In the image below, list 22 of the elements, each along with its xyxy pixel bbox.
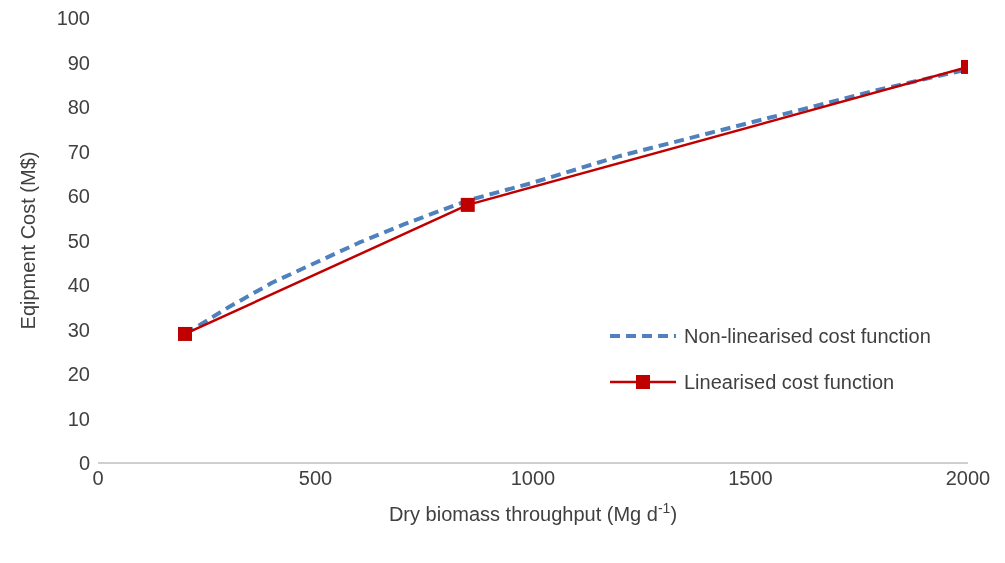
y-tick-label: 40 [67,274,90,297]
y-tick-label: 80 [67,96,90,119]
y-tick-label: 10 [67,407,90,430]
y-tick-label: 0 [78,452,90,475]
y-tick-label: 60 [67,185,90,208]
point [178,326,192,341]
x-tick-label: 1000 [510,467,556,490]
legend-label: Linearised cost function [684,370,895,394]
y-tick-label: 50 [67,229,90,252]
y-tick-label: 30 [67,318,90,341]
x-tick-label: 1500 [728,467,773,490]
y-tick-label: 70 [67,140,90,163]
legend-label: Non-linearised cost function [684,324,931,348]
x-tick-label: 0 [92,467,104,490]
x-tick-label: 2000 [945,467,991,490]
x-axis-title: Dry biomass throughput (Mg d$^{-1}$) [388,500,678,525]
y-tick-label: 20 [67,363,90,386]
y-axis-title: Eqipment Cost (M$) [17,151,40,330]
y-tick-label: 90 [67,51,90,74]
y-tick-label: 100 [56,7,90,30]
point [460,197,475,212]
x-tick-label: 500 [298,467,333,490]
